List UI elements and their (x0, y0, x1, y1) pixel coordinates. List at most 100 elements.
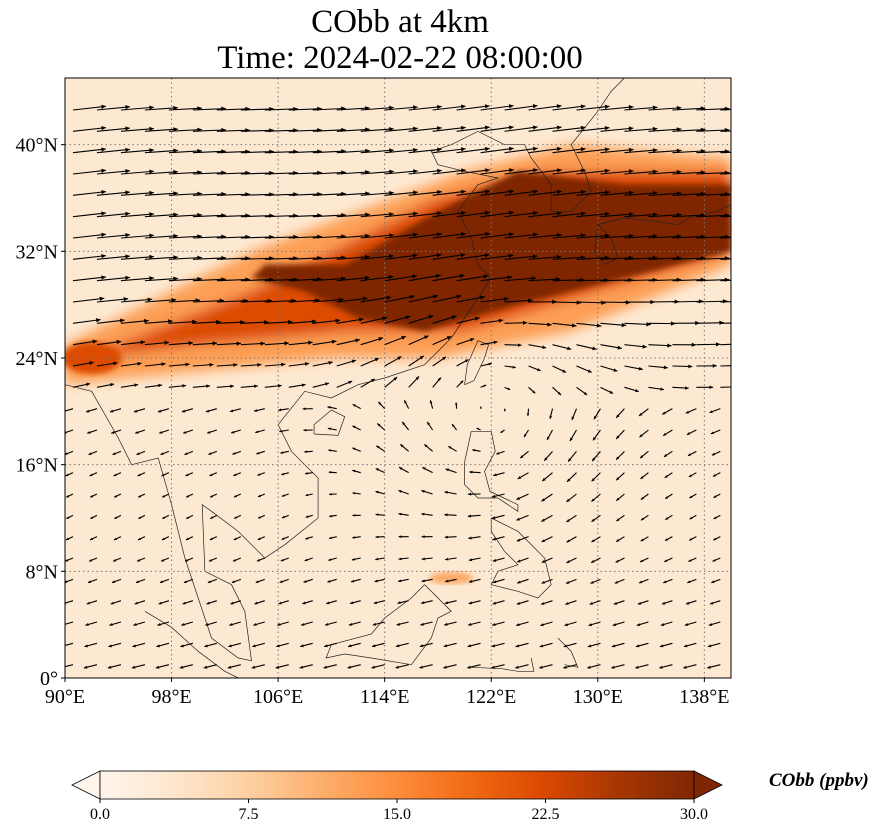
coastline-3 (313, 409, 346, 436)
wind-arrow-head (544, 457, 548, 461)
wind-arrow (120, 277, 154, 282)
wind-arrow-head (517, 559, 521, 563)
wind-arrow-head (205, 409, 210, 413)
wind-arrow (384, 191, 418, 196)
wind-arrow (552, 279, 585, 282)
wind-arrow-head (662, 411, 666, 415)
wind-arrow (312, 256, 346, 260)
colorbar-label: CObb (ppbv) (769, 770, 869, 791)
wind-arrow (720, 301, 731, 303)
wind-arrow (720, 258, 731, 260)
wind-arrow-head (589, 602, 593, 605)
wind-arrow (720, 173, 731, 175)
y-tick-label: 40°N (16, 135, 58, 157)
wind-arrow (456, 254, 490, 260)
wind-arrow-head (254, 601, 258, 605)
wind-arrow-head (461, 210, 466, 216)
wind-arrow (65, 664, 74, 668)
wind-arrow-head (711, 452, 716, 456)
wind-arrow-head (147, 297, 153, 302)
wind-arrow-head (581, 211, 586, 216)
wind-arrow-head (444, 490, 448, 494)
wind-arrow-head (685, 386, 689, 390)
wind-arrow (192, 235, 226, 239)
wind-arrow-head (132, 644, 136, 648)
wind-arrow-head (185, 473, 189, 477)
wind-arrow (432, 233, 466, 239)
wind-arrow (336, 171, 370, 175)
wind-arrow-head (532, 390, 536, 394)
wind-arrow-head (133, 409, 138, 413)
wind-arrow-head (628, 169, 634, 174)
wind-arrow (720, 215, 731, 218)
wind-arrow (600, 127, 634, 132)
wind-arrow-head (101, 232, 106, 237)
wind-arrow-head (260, 341, 265, 346)
wind-arrow-head (592, 457, 596, 462)
wind-arrow-head (232, 452, 236, 455)
wind-arrow-head (616, 497, 620, 501)
wind-arrow-head (173, 169, 178, 175)
wind-arrow-head (533, 189, 538, 194)
wind-arrow-head (640, 538, 644, 542)
wind-arrow (288, 172, 322, 175)
wind-arrow (552, 256, 586, 260)
wind-arrow (408, 191, 442, 196)
wind-arrow-head (500, 430, 504, 433)
wind-arrow-head (329, 514, 332, 518)
wind-arrow (360, 234, 394, 239)
wind-arrow (360, 106, 394, 111)
wind-arrow-head (348, 644, 352, 648)
wind-arrow (336, 256, 370, 260)
wind-arrow-head (460, 147, 466, 152)
wind-arrow-head (604, 126, 610, 131)
wind-arrow-head (60, 644, 63, 647)
wind-arrow-head (301, 622, 305, 626)
colorbar-bar (99, 770, 695, 800)
wind-arrow-head (229, 623, 233, 626)
wind-arrow-head (485, 189, 490, 194)
wind-arrow-head (138, 495, 142, 498)
wind-arrow-head (352, 404, 356, 407)
y-tick-label: 8°N (26, 561, 58, 583)
wind-arrow-head (636, 623, 641, 626)
wind-arrow-head (389, 190, 394, 196)
wind-arrow (576, 234, 610, 239)
wind-arrow-head (257, 494, 261, 498)
wind-arrow (720, 151, 731, 154)
wind-arrow-head (461, 168, 466, 173)
wind-arrow-head (557, 232, 562, 238)
wind-arrow (360, 255, 394, 260)
wind-arrow-head (149, 169, 154, 174)
wind-arrow-head (382, 316, 388, 321)
wind-arrow (528, 126, 562, 132)
wind-arrow-head (185, 559, 189, 562)
wind-arrow-head (616, 518, 620, 522)
wind-arrow-head (686, 601, 690, 605)
wind-arrow-head (179, 665, 184, 669)
wind-arrow-head (503, 409, 506, 412)
wind-arrow-head (734, 385, 738, 389)
wind-arrow-head (137, 537, 141, 540)
wind-arrow (504, 233, 538, 239)
wind-arrow (384, 212, 418, 218)
wind-arrow-head (474, 316, 480, 321)
wind-arrow-head (596, 323, 602, 328)
wind-arrow (672, 150, 706, 154)
wind-arrow-head (709, 410, 713, 413)
wind-arrow-head (324, 644, 328, 648)
wind-arrow (336, 318, 364, 324)
wind-arrow-head (413, 169, 418, 174)
wind-arrow-head (349, 601, 354, 605)
wind-arrow-head (467, 644, 472, 648)
wind-arrow-head (580, 147, 586, 152)
wind-arrow-head (173, 148, 178, 153)
wind-arrow (360, 296, 392, 303)
wind-arrow-head (712, 363, 717, 368)
wind-arrow (360, 276, 394, 282)
wind-arrow-head (652, 190, 658, 196)
wind-arrow-head (616, 477, 620, 481)
wind-arrow (648, 235, 682, 239)
wind-arrow-head (628, 233, 634, 239)
wind-arrow-head (616, 538, 620, 542)
